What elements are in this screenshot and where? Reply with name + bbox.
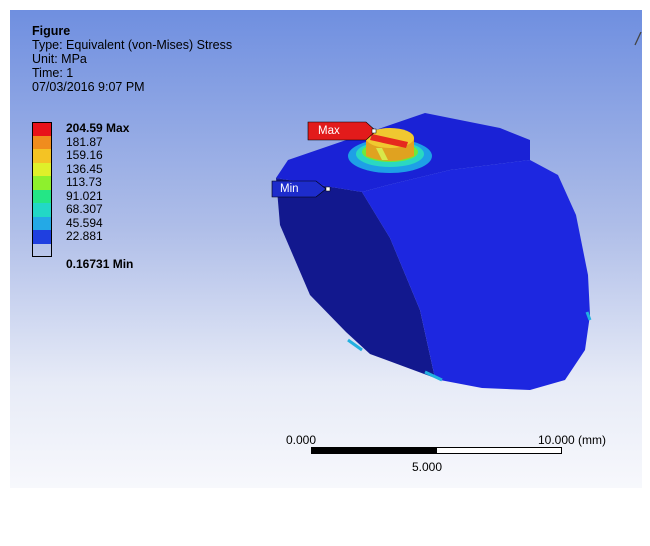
scale-start-label: 0.000 [286,433,317,447]
scale-end-label: 10.000 (mm) [538,433,607,447]
scale-bar-filled-segment [312,448,437,453]
legend-swatch [32,230,52,244]
result-time: Time: 1 [32,66,74,80]
legend-row: 0.16731 Min [32,258,192,284]
result-date: 07/03/2016 9:07 PM [32,80,145,94]
min-probe-tag[interactable] [271,180,327,198]
scale-bar [311,447,562,454]
legend-swatch [32,176,52,190]
result-unit: Unit: MPa [32,52,87,66]
legend-value: 136.45 [66,161,103,176]
edge-accent [347,338,363,352]
legend-value: 181.87 [66,134,103,149]
legend-value: 45.594 [66,215,103,230]
legend-value: 22.881 [66,229,103,243]
min-probe-marker [325,186,331,192]
legend-swatch [32,216,52,230]
legend-row: 181.87 [32,134,192,149]
legend-row: 113.73 [32,176,192,190]
scale-mid-label: 5.000 [412,460,443,474]
model-left-face [276,178,435,378]
legend-min-label: 0.16731 Min [66,257,134,271]
legend-value: 68.307 [66,202,103,216]
legend-swatch [32,122,52,136]
legend-row: 22.881 [32,230,192,244]
result-type: Type: Equivalent (von-Mises) Stress [32,38,233,52]
legend-value: 91.021 [66,188,103,203]
legend-row [32,243,192,257]
triad-axis-icon[interactable] [634,32,642,46]
max-probe-label: Max [318,125,340,137]
min-probe-label: Min [280,183,299,195]
legend-swatch [32,203,52,217]
max-probe-marker [371,128,377,134]
edge-accent [585,311,592,321]
legend-row: 68.307 [32,203,192,217]
legend-row: 159.16 [32,149,192,163]
legend-row: 45.594 [32,215,192,230]
legend-row: 91.021 [32,188,192,203]
edge-accent [424,370,443,382]
legend-value: 159.16 [66,148,103,162]
legend-value: 113.73 [66,175,102,189]
legend-row: 204.59 Max [32,122,192,136]
legend-swatch [32,243,52,257]
bolt-slot [370,134,408,148]
bolt-highlight [376,148,388,160]
max-probe-tag[interactable] [307,121,377,141]
figure-title: Figure [32,24,71,38]
viewport[interactable]: Figure Type: Equivalent (von-Mises) Stre… [10,10,642,488]
stress-model[interactable] [10,10,642,488]
legend-max-label: 204.59 Max [66,121,130,135]
legend-row: 136.45 [32,161,192,176]
model-front-face [362,160,590,390]
legend-swatch [32,135,52,149]
legend-swatch [32,162,52,176]
legend-swatch [32,189,52,203]
legend-swatch [32,149,52,163]
